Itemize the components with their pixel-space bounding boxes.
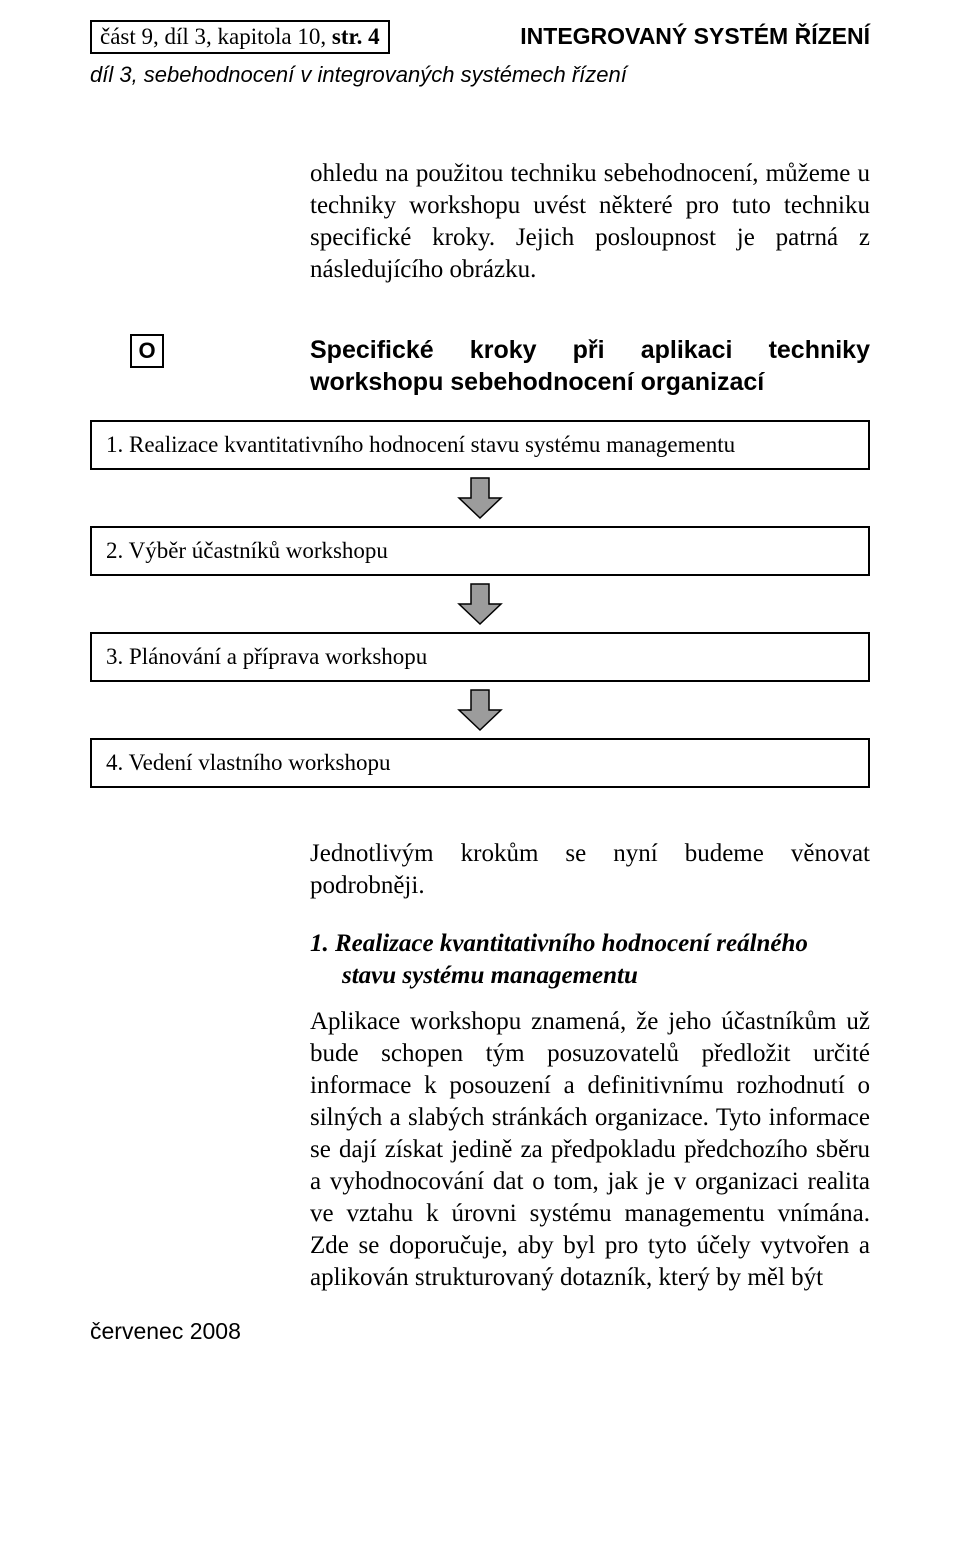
subheading-line1: 1. Realizace kvantitativního hodnocení r…: [310, 930, 808, 957]
document-page: část 9, díl 3, kapitola 10, str. 4 INTEG…: [0, 0, 960, 1385]
header-left: část 9, díl 3, kapitola 10, str. 4: [90, 20, 478, 54]
header-subtitle: díl 3, sebehodnocení v integrovaných sys…: [90, 62, 870, 88]
header-title: INTEGROVANÝ SYSTÉM ŘÍZENÍ: [520, 20, 870, 50]
arrow-down-icon: [457, 688, 503, 732]
page-header: část 9, díl 3, kapitola 10, str. 4 INTEG…: [90, 20, 870, 54]
main-paragraph: Aplikace workshopu znamená, že jeho účas…: [310, 1006, 870, 1294]
section-heading: Specifické kroky při aplikaci techniky w…: [310, 334, 870, 398]
paragraph-after-flow: Jednotlivým krokům se nyní budeme věnova…: [310, 838, 870, 902]
margin-marker-letter: O: [138, 338, 155, 364]
flow-step-1: 1. Realizace kvantitativního hodnocení s…: [90, 420, 870, 470]
flow-step-4: 4. Vedení vlastního workshopu: [90, 738, 870, 788]
flow-step-2: 2. Výběr účastníků workshopu: [90, 526, 870, 576]
header-page-number: str. 4: [332, 24, 380, 49]
footer-date: červenec 2008: [90, 1318, 870, 1345]
numbered-subheading: 1. Realizace kvantitativního hodnocení r…: [310, 928, 870, 992]
header-location-prefix: část 9, díl 3, kapitola 10,: [100, 24, 332, 49]
flow-arrow-1: [90, 476, 870, 520]
arrow-down-icon: [457, 476, 503, 520]
flow-arrow-3: [90, 688, 870, 732]
flowchart: 1. Realizace kvantitativního hodnocení s…: [90, 420, 870, 788]
header-location-box: část 9, díl 3, kapitola 10, str. 4: [90, 20, 390, 54]
flow-step-3: 3. Plánování a příprava workshopu: [90, 632, 870, 682]
flow-arrow-2: [90, 582, 870, 626]
subheading-line2: stavu systému managementu: [310, 960, 870, 992]
intro-paragraph: ohledu na použitou techniku sebehodnocen…: [310, 158, 870, 286]
margin-marker-box: O: [130, 334, 164, 368]
arrow-down-icon: [457, 582, 503, 626]
